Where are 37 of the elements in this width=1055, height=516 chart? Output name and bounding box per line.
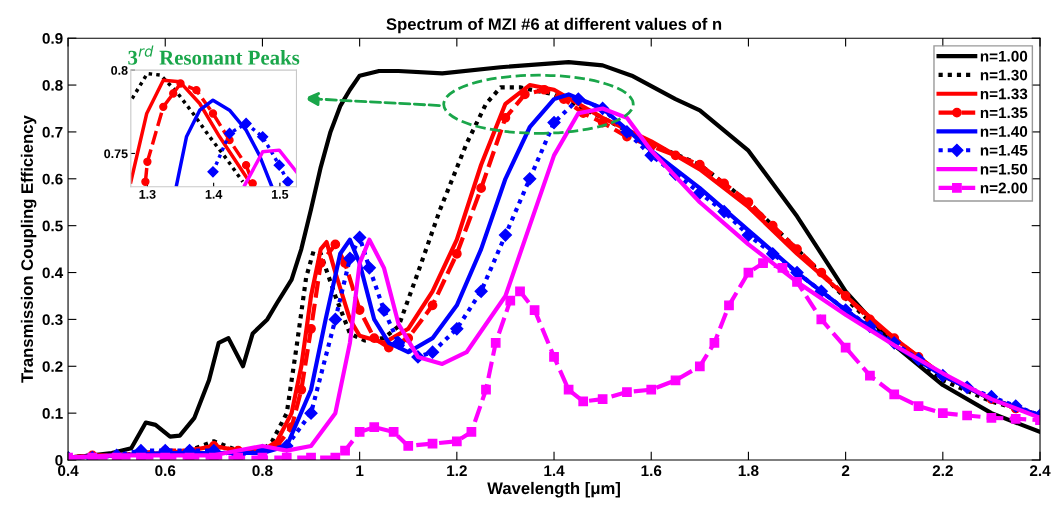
legend-label: n=1.00 (980, 50, 1028, 62)
y-axis-title: Transmission Coupling Efficiency (20, 115, 37, 383)
x-tick-label: 0.8 (252, 465, 273, 477)
x-tick-label: 2 (841, 465, 850, 476)
y-tick-label: 0.75 (104, 149, 128, 159)
y-tick-label: 0.3 (42, 314, 63, 326)
x-tick-label: 1.6 (641, 465, 662, 477)
y-tick-label: 0 (55, 454, 63, 466)
legend-label: n=1.50 (980, 163, 1028, 175)
legend-label: n=2.00 (980, 182, 1028, 194)
x-tick-label: 1.3 (139, 189, 156, 199)
chart-title: Spectrum of MZI #6 at different values of n (386, 17, 722, 34)
y-tick-label: 0.5 (42, 220, 63, 232)
legend-label: n=1.30 (980, 69, 1028, 81)
x-tick-label: 1 (356, 465, 364, 476)
y-tick-label: 0.4 (42, 267, 64, 279)
x-tick-label: 0.4 (58, 465, 79, 477)
x-tick-label: 1.2 (447, 465, 467, 476)
x-tick-label: 1.4 (205, 190, 223, 199)
x-tick-label: 0.6 (155, 465, 176, 477)
legend-label: n=1.40 (980, 126, 1028, 137)
x-tick-label: 1.8 (738, 465, 759, 477)
legend-label: n=1.35 (980, 107, 1028, 119)
y-tick-label: 0.2 (42, 361, 63, 372)
x-tick-label: 2.4 (1029, 465, 1051, 476)
y-tick-label: 0.9 (42, 33, 63, 44)
x-tick-label: 1.5 (271, 190, 289, 199)
y-tick-label: 0.6 (42, 173, 63, 185)
legend-label: n=1.33 (980, 88, 1028, 100)
legend-label: n=1.45 (980, 145, 1028, 156)
chart-title: 3$^{rd}$ Resonant Peaks (128, 45, 300, 65)
x-axis-title: Wavelength [μm] (487, 481, 620, 498)
x-tick-label: 1.4 (544, 465, 565, 476)
y-tick-label: 0.7 (42, 126, 63, 138)
y-tick-label: 0.8 (42, 79, 63, 91)
x-tick-label: 2.2 (932, 465, 953, 476)
y-tick-label: 0.1 (42, 408, 63, 419)
